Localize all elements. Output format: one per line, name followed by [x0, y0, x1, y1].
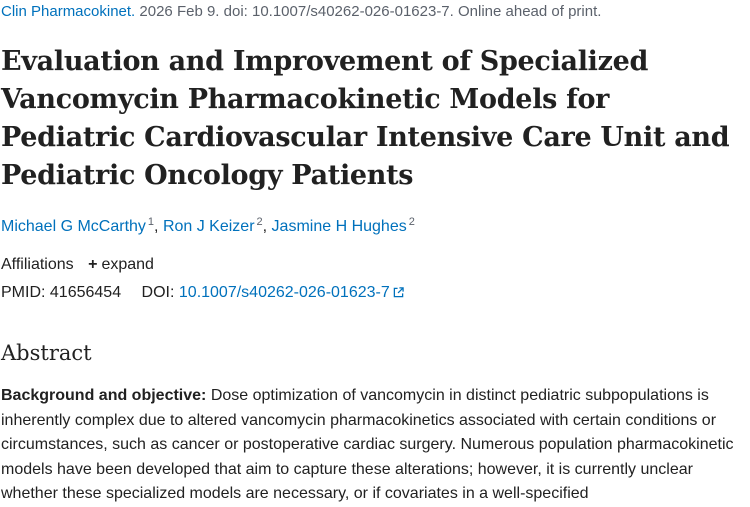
- author-separator: ,: [262, 218, 272, 235]
- citation-details: 2026 Feb 9. doi: 10.1007/s40262-026-0162…: [139, 3, 602, 20]
- pmid-value: 41656454: [49, 284, 122, 301]
- author-link[interactable]: Jasmine H Hughes: [271, 218, 407, 235]
- author-separator: ,: [154, 218, 163, 235]
- affiliation-ref[interactable]: 2: [256, 216, 263, 228]
- affiliations-row: Affiliations + expand: [1, 256, 154, 274]
- plus-icon: +: [88, 256, 98, 273]
- expand-label: expand: [101, 256, 154, 273]
- affiliations-label: Affiliations: [1, 256, 74, 273]
- journal-link[interactable]: Clin Pharmacokinet.: [1, 3, 136, 20]
- author-link[interactable]: Michael G McCarthy: [1, 218, 146, 235]
- abstract-paragraph: Background and objective: Dose optimizat…: [1, 384, 749, 507]
- affiliations-expand-button[interactable]: + expand: [88, 256, 154, 273]
- identifiers-row: PMID: 41656454 DOI: 10.1007/s40262-026-0…: [1, 284, 404, 302]
- abstract-section-label: Background and objective:: [1, 387, 207, 404]
- author-list: Michael G McCarthy 1, Ron J Keizer 2, Jasm…: [1, 216, 415, 236]
- affiliation-ref[interactable]: 1: [147, 216, 155, 228]
- doi-value: 10.1007/s40262-026-01623-7: [178, 284, 390, 301]
- doi-link[interactable]: 10.1007/s40262-026-01623-7: [179, 284, 404, 301]
- abstract-section-text: Dose optimization of vancomycin in disti…: [1, 387, 734, 502]
- article-title: Evaluation and Improvement of Specialize…: [1, 46, 730, 191]
- abstract-heading: Abstract: [1, 341, 92, 365]
- author-link[interactable]: Ron J Keizer: [162, 218, 255, 235]
- external-link-icon: [393, 287, 404, 298]
- citation-line: Clin Pharmacokinet. 2026 Feb 9. doi: 10.…: [1, 3, 601, 20]
- doi-label: DOI:: [141, 284, 175, 301]
- pmid-label: PMID:: [1, 284, 46, 301]
- affiliation-ref[interactable]: 2: [408, 216, 415, 228]
